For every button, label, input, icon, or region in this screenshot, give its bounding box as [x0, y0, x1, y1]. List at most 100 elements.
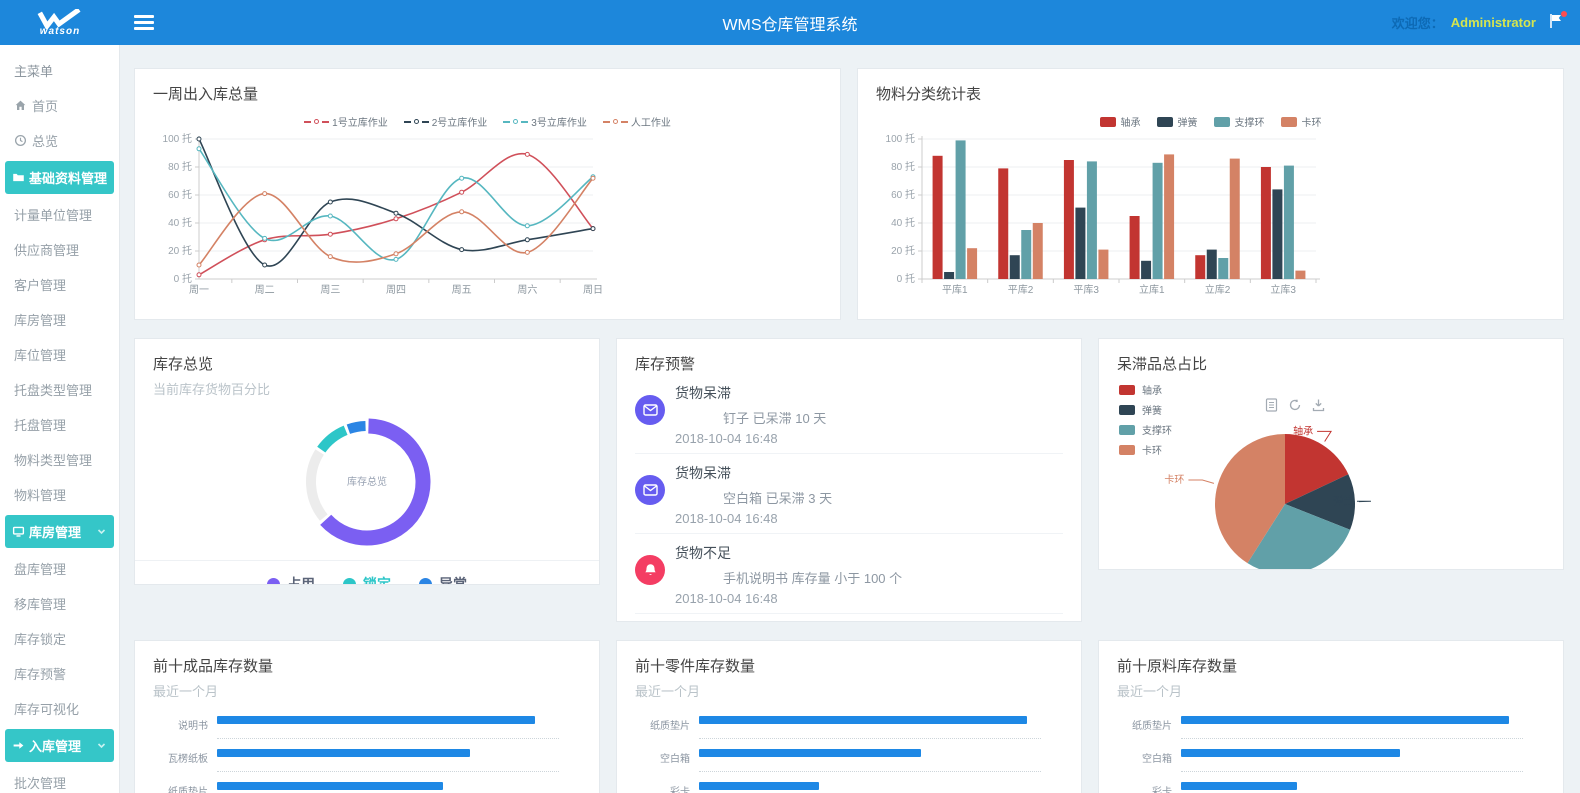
current-user[interactable]: Administrator [1450, 15, 1536, 30]
hbar-row: 纸质垫片 [635, 712, 1063, 745]
sidebar-item-material[interactable]: 物料管理 [0, 477, 119, 512]
hbar-track [699, 778, 1041, 793]
weekly-line-chart: 1号立库作业 2号立库作业 3号立库作业 人工作业 0 托 20 托 40 托 60 托 80 … [153, 114, 822, 319]
hbar-bar[interactable] [699, 749, 922, 757]
hbar-bar[interactable] [217, 749, 471, 757]
sidebar-item-unit[interactable]: 计量单位管理 [0, 197, 119, 232]
hbar-bar[interactable] [1181, 782, 1298, 790]
sidebar-item-label: 托盘管理 [14, 418, 67, 433]
hbar-bar[interactable] [1181, 749, 1400, 757]
hbar-bar[interactable] [1181, 716, 1510, 724]
alert-item[interactable]: 货物呆滞 空白箱 已呆滞 3 天 2018-10-04 16:48 [635, 454, 1063, 534]
notification-badge [1561, 11, 1567, 17]
svg-text:立库2: 立库2 [1205, 283, 1231, 296]
material-bar-chart: 轴承 弹簧 支撑环 卡环 0 托 20 托 40 托 60 托 80 托 100 托平库1 平库2 平… [876, 114, 1545, 319]
legend-item[interactable]: 锁定 [343, 574, 391, 584]
alert-desc: 手机说明书 库存量 小于 100 个 [723, 571, 903, 586]
sidebar-item-move[interactable]: 移库管理 [0, 586, 119, 621]
sidebar-item-label: 库存锁定 [14, 632, 67, 647]
legend-item[interactable]: 3号立库作业 [503, 114, 587, 129]
sidebar-item-batch[interactable]: 批次管理 [0, 765, 119, 793]
panel-material-stats: 物料分类统计表 轴承 弹簧 支撑环 卡环 0 托 20 托 40 托 60 托 80 托 100 … [857, 68, 1564, 320]
sidebar-item-label: 基础资料管理 [29, 171, 108, 186]
legend-item[interactable]: 2号立库作业 [403, 114, 487, 129]
sidebar-item-label: 总览 [32, 134, 59, 149]
data-view-icon[interactable] [1265, 398, 1278, 412]
legend-item[interactable]: 卡环 [1119, 442, 1172, 457]
sidebar-item-overview[interactable]: 总览 [0, 123, 119, 158]
sidebar-item-label: 移库管理 [14, 597, 67, 612]
welcome-label: 欢迎您： [1391, 16, 1444, 31]
refresh-icon[interactable] [1288, 398, 1302, 412]
legend-item[interactable]: 占用 [267, 574, 315, 584]
legend-item[interactable]: 轴承 [1099, 114, 1141, 129]
legend-item[interactable]: 支撑环 [1119, 422, 1172, 437]
sidebar-item-inbound-group[interactable]: 入库管理 [5, 729, 114, 762]
arrow-right-icon [12, 739, 25, 752]
panel-title: 库存总览 [153, 356, 214, 373]
hbar-label: 空白箱 [660, 754, 690, 765]
sidebar-item-warehouse-group[interactable]: 库房管理 [5, 515, 114, 548]
app-logo[interactable]: watson [0, 0, 120, 45]
legend-item[interactable]: 支撑环 [1213, 114, 1265, 129]
sidebar-item-supplier[interactable]: 供应商管理 [0, 232, 119, 267]
legend-item[interactable]: 1号立库作业 [304, 114, 388, 129]
alert-body: 货物呆滞 空白箱 已呆滞 3 天 2018-10-04 16:48 [675, 463, 1063, 526]
panel-subtitle: 最近一个月 [1117, 684, 1183, 699]
panel-title: 物料分类统计表 [876, 86, 982, 103]
legend-item[interactable]: 异常 [419, 574, 467, 584]
hbar-bar[interactable] [699, 782, 819, 790]
sidebar-item-home[interactable]: 首页 [0, 88, 119, 123]
legend-item[interactable]: 弹簧 [1156, 114, 1198, 129]
hbar-label: 空白箱 [1142, 754, 1172, 765]
top-parts-chart: 纸质垫片空白箱彩卡说明书 [635, 712, 1063, 793]
hbar-label: 说明书 [178, 721, 208, 732]
legend-item[interactable]: 轴承 [1119, 382, 1172, 397]
download-icon[interactable] [1312, 398, 1325, 412]
sidebar-item-stock-lock[interactable]: 库存锁定 [0, 621, 119, 656]
main-content: 一周出入库总量 1号立库作业 2号立库作业 3号立库作业 人工作业 0 托 20 托 40 … [121, 45, 1580, 793]
sidebar-item-material-type[interactable]: 物料类型管理 [0, 442, 119, 477]
sidebar-item-warehouse[interactable]: 库房管理 [0, 302, 119, 337]
sidebar-item-location[interactable]: 库位管理 [0, 337, 119, 372]
notification-flag-icon[interactable] [1549, 11, 1567, 32]
hbar-label: 纸质垫片 [1132, 721, 1172, 732]
welcome-area: 欢迎您： Administrator [1391, 11, 1580, 32]
sidebar-item-stocktake[interactable]: 盘库管理 [0, 551, 119, 586]
hbar-track [217, 745, 559, 778]
hbar-label: 彩卡 [670, 787, 690, 793]
hamburger-menu-icon[interactable] [134, 15, 154, 30]
hbar-row: 彩卡 [635, 778, 1063, 793]
svg-text:40 托: 40 托 [168, 216, 192, 229]
alert-item[interactable]: 货物呆滞 钉子 已呆滞 10 天 2018-10-04 16:48 [635, 374, 1063, 454]
hbar-bar[interactable] [217, 782, 443, 790]
mail-icon [635, 475, 665, 505]
legend-item[interactable]: 弹簧 [1119, 402, 1172, 417]
svg-text:20 托: 20 托 [891, 244, 915, 257]
svg-text:周四: 周四 [386, 284, 406, 296]
sidebar-item-label: 库位管理 [14, 348, 67, 363]
sidebar-item-stock-visual[interactable]: 库存可视化 [0, 691, 119, 726]
svg-text:100 托: 100 托 [886, 132, 915, 145]
hbar-track [699, 745, 1041, 778]
sidebar-item-pallet-type[interactable]: 托盘类型管理 [0, 372, 119, 407]
page-title: WMS仓库管理系统 [722, 16, 858, 34]
hbar-row: 彩卡 [1117, 778, 1545, 793]
hbar-bar[interactable] [217, 716, 536, 724]
sidebar-item-pallet[interactable]: 托盘管理 [0, 407, 119, 442]
svg-text:周三: 周三 [320, 284, 340, 296]
sidebar-item-customer[interactable]: 客户管理 [0, 267, 119, 302]
hbar-label: 彩卡 [1152, 787, 1172, 793]
alert-item[interactable]: 货物不足 手机说明书 库存量 小于 100 个 2018-10-04 16:48 [635, 534, 1063, 614]
panel-weekly-totals: 一周出入库总量 1号立库作业 2号立库作业 3号立库作业 人工作业 0 托 20 托 40 … [134, 68, 841, 320]
sidebar-item-label: 库存可视化 [14, 702, 80, 717]
sidebar-item-label: 批次管理 [14, 776, 67, 791]
legend-item[interactable]: 人工作业 [602, 114, 671, 129]
legend-item[interactable]: 卡环 [1280, 114, 1322, 129]
hbar-bar[interactable] [699, 716, 1028, 724]
sidebar-item-basic-data[interactable]: 基础资料管理 [5, 161, 114, 194]
sidebar-item-stock-alert[interactable]: 库存预警 [0, 656, 119, 691]
svg-text:弹簧: 弹簧 [1333, 494, 1353, 507]
